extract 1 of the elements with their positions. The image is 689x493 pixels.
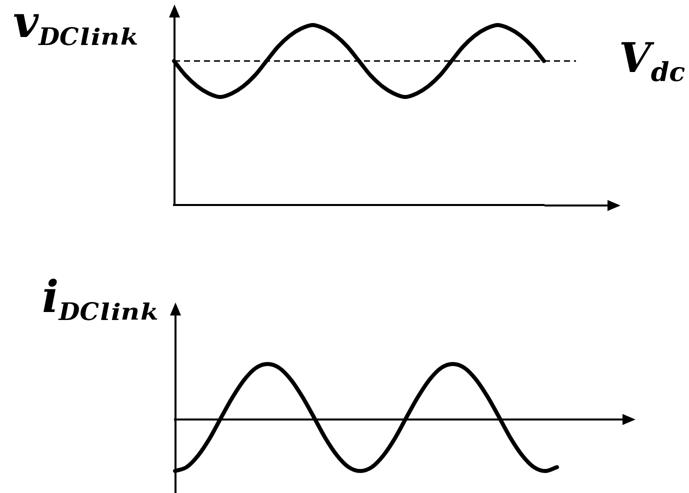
ref-line-label: V$_{dc}$: [619, 34, 686, 88]
